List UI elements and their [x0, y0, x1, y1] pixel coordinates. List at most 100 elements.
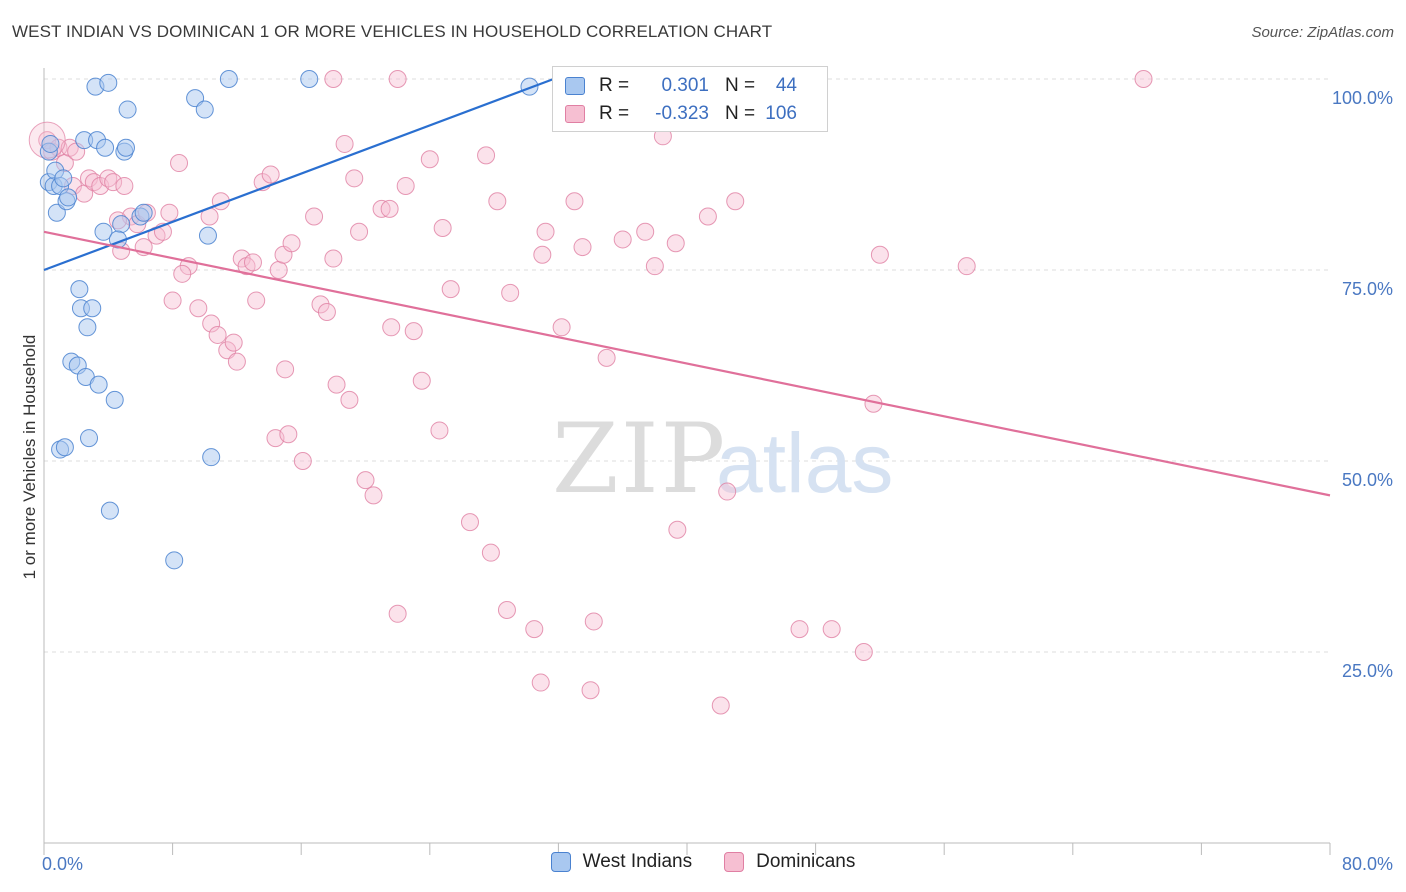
west-indians-point — [54, 169, 73, 188]
west-indians-point — [41, 134, 60, 153]
dominicans-points — [28, 70, 1153, 715]
west-indians-point — [59, 188, 78, 207]
dominicans-point — [870, 245, 889, 264]
dominicans-point — [552, 318, 571, 337]
watermark-atlas: atlas — [716, 416, 893, 510]
dominicans-point — [433, 218, 452, 237]
west-indians-swatch — [565, 77, 585, 95]
y-axis-label: 1 or more Vehicles in Household — [20, 335, 39, 580]
watermark: ZIP atlas — [552, 403, 893, 515]
west-indians-point — [112, 215, 131, 234]
stats-legend: R = 0.301 N = 44 R = -0.323 N = 106 — [552, 66, 828, 132]
y-tick-label: 25.0% — [1342, 661, 1393, 681]
west-indians-points — [39, 70, 539, 570]
dominicans-point — [581, 681, 600, 700]
dominicans-point — [718, 482, 737, 501]
dominicans-point — [525, 620, 544, 639]
dominicans-point — [460, 513, 479, 532]
legend-row-west-indians: R = 0.301 N = 44 — [565, 73, 797, 99]
dominicans-point — [282, 234, 301, 253]
dominicans-point — [388, 604, 407, 623]
west-indians-legend-swatch — [550, 852, 571, 872]
y-tick-label: 100.0% — [1332, 88, 1393, 108]
dominicans-point — [327, 375, 346, 394]
source-label: Source: ZipAtlas.com — [1251, 24, 1394, 41]
dominicans-point — [1134, 70, 1153, 88]
dominicans-point — [364, 486, 383, 505]
dominicans-point — [218, 341, 237, 360]
dominicans-point — [666, 234, 685, 253]
west-indians-point — [202, 448, 221, 467]
series-legend: West Indians Dominicans — [0, 851, 1406, 873]
west-indians-point — [198, 226, 217, 245]
dominicans-point — [163, 291, 182, 310]
dominicans-point — [854, 643, 873, 661]
legend-label-west-indians: West Indians — [582, 851, 693, 872]
west-indians-trend-line — [43, 77, 554, 272]
dominicans-point — [790, 620, 809, 639]
dominicans-point — [822, 620, 841, 639]
dominicans-point — [269, 261, 288, 279]
dominicans-point — [536, 222, 555, 241]
legend-n-value: 106 — [765, 103, 797, 124]
dominicans-point — [311, 295, 330, 314]
dominicans-point — [597, 348, 616, 367]
west-indians-point — [94, 222, 113, 241]
dominicans-point — [531, 673, 550, 692]
dominicans-point — [396, 176, 415, 195]
dominicans-point — [584, 612, 603, 631]
dominicans-point — [115, 176, 134, 195]
dominicans-point — [324, 249, 343, 268]
west-indians-point — [520, 77, 539, 96]
axes — [43, 68, 1331, 855]
dominicans-point — [293, 452, 312, 470]
dominicans-point — [573, 238, 592, 257]
dominicans-point — [345, 169, 364, 188]
west-indians-point — [116, 138, 135, 157]
legend-n-label: N = — [725, 103, 756, 124]
dominicans-point — [104, 173, 123, 192]
dominicans-point — [261, 165, 280, 184]
dominicans-point — [698, 207, 717, 226]
west-indians-point — [165, 551, 184, 570]
dominicans-point — [636, 222, 655, 241]
west-indians-point — [300, 70, 319, 88]
dominicans-point — [189, 299, 208, 318]
dominicans-point — [533, 245, 552, 264]
dominicans-point — [279, 425, 298, 444]
dominicans-point — [227, 352, 246, 371]
west-indians-point — [96, 138, 115, 157]
dominicans-point — [668, 520, 687, 539]
y-tick-label: 75.0% — [1342, 279, 1393, 299]
west-indians-point — [70, 280, 89, 299]
y-tick-label: 50.0% — [1342, 470, 1393, 490]
chart-title: WEST INDIAN VS DOMINICAN 1 OR MORE VEHIC… — [12, 22, 773, 41]
dominicans-point — [645, 257, 664, 276]
legend-item-west-indians[interactable]: West Indians — [550, 851, 693, 873]
dominicans-point — [726, 192, 745, 211]
legend-item-dominicans[interactable]: Dominicans — [724, 851, 855, 873]
dominicans-point — [957, 257, 976, 276]
dominicans-swatch — [565, 105, 585, 123]
dominicans-trend-line — [43, 230, 1331, 497]
tick-labels: 100.0% 75.0% 50.0% 25.0% 0.0% 80.0% — [42, 88, 1393, 874]
legend-r-value: -0.323 — [655, 103, 709, 124]
legend-row-dominicans: R = -0.323 N = 106 — [565, 101, 797, 127]
dominicans-point — [350, 222, 369, 241]
west-indians-point — [219, 70, 238, 88]
legend-n-value: 44 — [775, 75, 797, 96]
dominicans-point — [420, 150, 439, 169]
x-tick-label: 0.0% — [42, 854, 83, 874]
west-indians-point — [55, 438, 74, 457]
dominicans-point — [317, 303, 336, 322]
dominicans-point — [481, 543, 500, 562]
dominicans-point — [340, 390, 359, 409]
dominicans-point — [430, 421, 449, 440]
dominicans-legend-swatch — [724, 852, 745, 872]
dominicans-point — [501, 283, 520, 302]
dominicans-point — [160, 203, 179, 222]
dominicans-point — [404, 322, 423, 341]
west-indians-point — [89, 375, 108, 394]
west-indians-point — [100, 501, 119, 520]
dominicans-point — [173, 264, 192, 283]
